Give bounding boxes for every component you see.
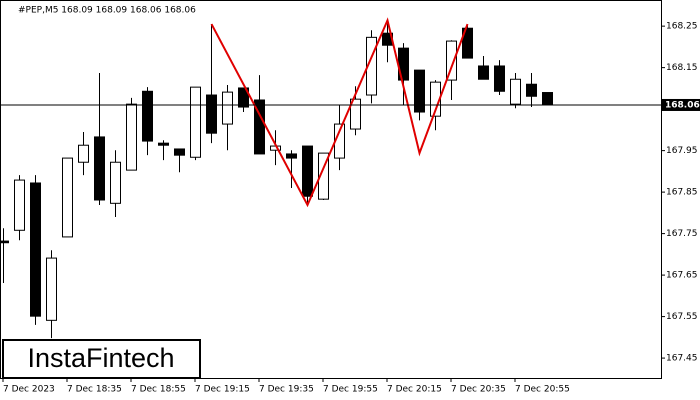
chart-title: #PEP,M5 168.09 168.09 168.06 168.06 — [18, 6, 196, 16]
candle-body — [0, 240, 9, 244]
x-tick-label: 7 Dec 19:55 — [323, 385, 378, 395]
y-tick-label: 167.85 — [666, 188, 698, 198]
x-tick-label: 7 Dec 2023 — [3, 385, 55, 395]
candle-body — [94, 136, 105, 201]
candle-body — [30, 182, 41, 317]
candle-body — [238, 87, 249, 108]
candle-body — [286, 153, 297, 159]
current-price-label: 168.06 — [665, 100, 700, 110]
candle-body — [126, 103, 137, 171]
y-tick-label: 167.45 — [666, 354, 698, 364]
candle-body — [78, 144, 89, 163]
pattern-line — [210, 17, 469, 208]
candle-body — [446, 40, 457, 81]
candle-body — [190, 86, 201, 158]
candle-body — [494, 65, 505, 92]
candle-body — [206, 94, 217, 134]
candle-body — [110, 161, 121, 204]
y-tick-label: 167.55 — [666, 312, 698, 322]
candle-body — [350, 98, 361, 130]
candle-body — [318, 152, 329, 200]
candle-body — [142, 90, 153, 142]
y-tick-label: 168.25 — [666, 22, 698, 32]
candle-body — [366, 36, 377, 96]
x-tick-label: 7 Dec 19:35 — [259, 385, 314, 395]
candle-body — [174, 148, 185, 156]
x-tick-label: 7 Dec 18:55 — [131, 385, 186, 395]
y-tick-label: 168.15 — [666, 63, 698, 73]
candle-body — [302, 145, 313, 197]
y-tick-label: 167.75 — [666, 229, 698, 239]
x-tick-label: 7 Dec 20:55 — [515, 385, 570, 395]
logo: InstaFintech — [27, 343, 174, 373]
y-tick-label: 167.95 — [666, 146, 698, 156]
candle-body — [542, 92, 553, 106]
x-tick-label: 7 Dec 20:15 — [387, 385, 442, 395]
candle-body — [222, 91, 233, 125]
y-tick-label: 167.65 — [666, 271, 698, 281]
candle-body — [462, 27, 473, 59]
candle-body — [526, 83, 537, 97]
candle-body — [254, 99, 265, 155]
candle-body — [62, 157, 73, 238]
candle-body — [158, 142, 169, 146]
x-tick-label: 7 Dec 20:35 — [451, 385, 506, 395]
candle-body — [14, 179, 25, 231]
candle-body — [510, 78, 521, 105]
x-tick-label: 7 Dec 19:15 — [195, 385, 250, 395]
x-tick-label: 7 Dec 18:35 — [67, 385, 122, 395]
logo-box — [2, 339, 201, 379]
candle-body — [46, 257, 57, 321]
candle-body — [414, 69, 425, 113]
current-price-box — [662, 98, 700, 111]
candle-body — [478, 65, 489, 80]
